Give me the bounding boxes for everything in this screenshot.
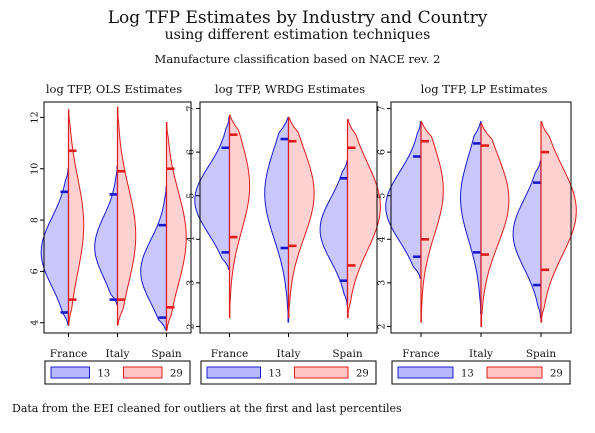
y-tick-label: 7	[377, 106, 388, 112]
chart-panel: log TFP, WRDG Estimates 2 3 4 5 6 7 France Italy…	[186, 82, 381, 385]
violin-half-13-france	[385, 121, 422, 280]
panel-title: log TFP, WRDG Estimates	[215, 82, 365, 96]
legend-label-29: 29	[550, 369, 563, 380]
x-tick-label: France	[50, 348, 87, 360]
chart-panel: log TFP, OLS Estimates 4 6 8 10 12 France Italy…	[30, 82, 192, 385]
x-tick-label: Italy	[106, 348, 130, 360]
violin-half-13-italy	[264, 116, 289, 323]
violin-half-13-spain	[319, 160, 348, 306]
x-tick-label: Italy	[277, 348, 301, 360]
x-tick-label: Spain	[151, 348, 182, 360]
violin-half-29-spain	[540, 121, 577, 323]
violin-half-13-france	[194, 116, 230, 271]
y-tick-label: 10	[30, 163, 41, 175]
y-tick-label: 2	[186, 323, 197, 329]
violin-half-29-france	[68, 109, 85, 326]
x-tick-label: Spain	[526, 348, 557, 360]
legend-label-13: 13	[98, 369, 111, 380]
y-tick-label: 4	[377, 236, 388, 242]
panel-title: log TFP, LP Estimates	[421, 82, 548, 96]
y-tick-label: 5	[186, 193, 197, 199]
x-tick-label: Spain	[332, 348, 363, 360]
violin-half-13-spain	[512, 160, 542, 319]
legend-label-13: 13	[461, 369, 474, 380]
chart-title-line2: using different estimation techniques	[164, 27, 431, 43]
panel-title: log TFP, OLS Estimates	[46, 82, 182, 96]
violin-half-29-italy	[288, 116, 315, 319]
violin-half-29-italy	[117, 106, 137, 326]
chart-title: Log TFP Estimates by Industry and Countr…	[107, 8, 488, 28]
violin-half-13-france	[40, 168, 69, 326]
violin-half-29-spain	[166, 121, 187, 331]
legend-swatch-13	[397, 366, 454, 379]
legend-swatch-29	[123, 366, 163, 379]
legend-label-29: 29	[170, 369, 183, 380]
chart-subtitle: Manufacture classification based on NACE…	[154, 52, 441, 66]
violin-half-13-italy	[94, 165, 118, 306]
violin-half-29-france	[229, 114, 251, 319]
legend-swatch-13	[206, 366, 261, 379]
chart-panel: log TFP, LP Estimates 2 3 4 5 6 7 France Italy Sp…	[377, 82, 577, 385]
violin-half-13-italy	[459, 121, 482, 314]
y-tick-label: 8	[30, 217, 41, 223]
y-tick-label: 4	[186, 236, 197, 242]
legend-label-29: 29	[356, 369, 369, 380]
x-tick-label: Italy	[469, 348, 493, 360]
y-tick-label: 7	[186, 106, 197, 112]
y-tick-label: 4	[30, 320, 41, 326]
y-tick-label: 6	[186, 149, 197, 155]
legend-swatch-13	[50, 366, 90, 379]
violin-half-29-italy	[480, 123, 510, 328]
x-tick-label: France	[211, 348, 248, 360]
y-tick-label: 12	[30, 111, 41, 123]
y-tick-label: 6	[30, 268, 41, 274]
y-tick-label: 6	[377, 149, 388, 155]
violin-half-29-france	[420, 121, 444, 323]
violin-half-29-spain	[347, 118, 381, 319]
y-tick-label: 2	[377, 323, 388, 329]
legend-label-13: 13	[269, 369, 282, 380]
violin-half-13-spain	[140, 186, 167, 331]
y-tick-label: 5	[377, 193, 388, 199]
y-tick-label: 3	[186, 280, 197, 286]
legend-swatch-29	[486, 366, 543, 379]
y-tick-label: 3	[377, 280, 388, 286]
x-tick-label: France	[402, 348, 439, 360]
footnote: Data from the EEI cleaned for outliers a…	[12, 402, 402, 415]
legend-swatch-29	[294, 366, 349, 379]
